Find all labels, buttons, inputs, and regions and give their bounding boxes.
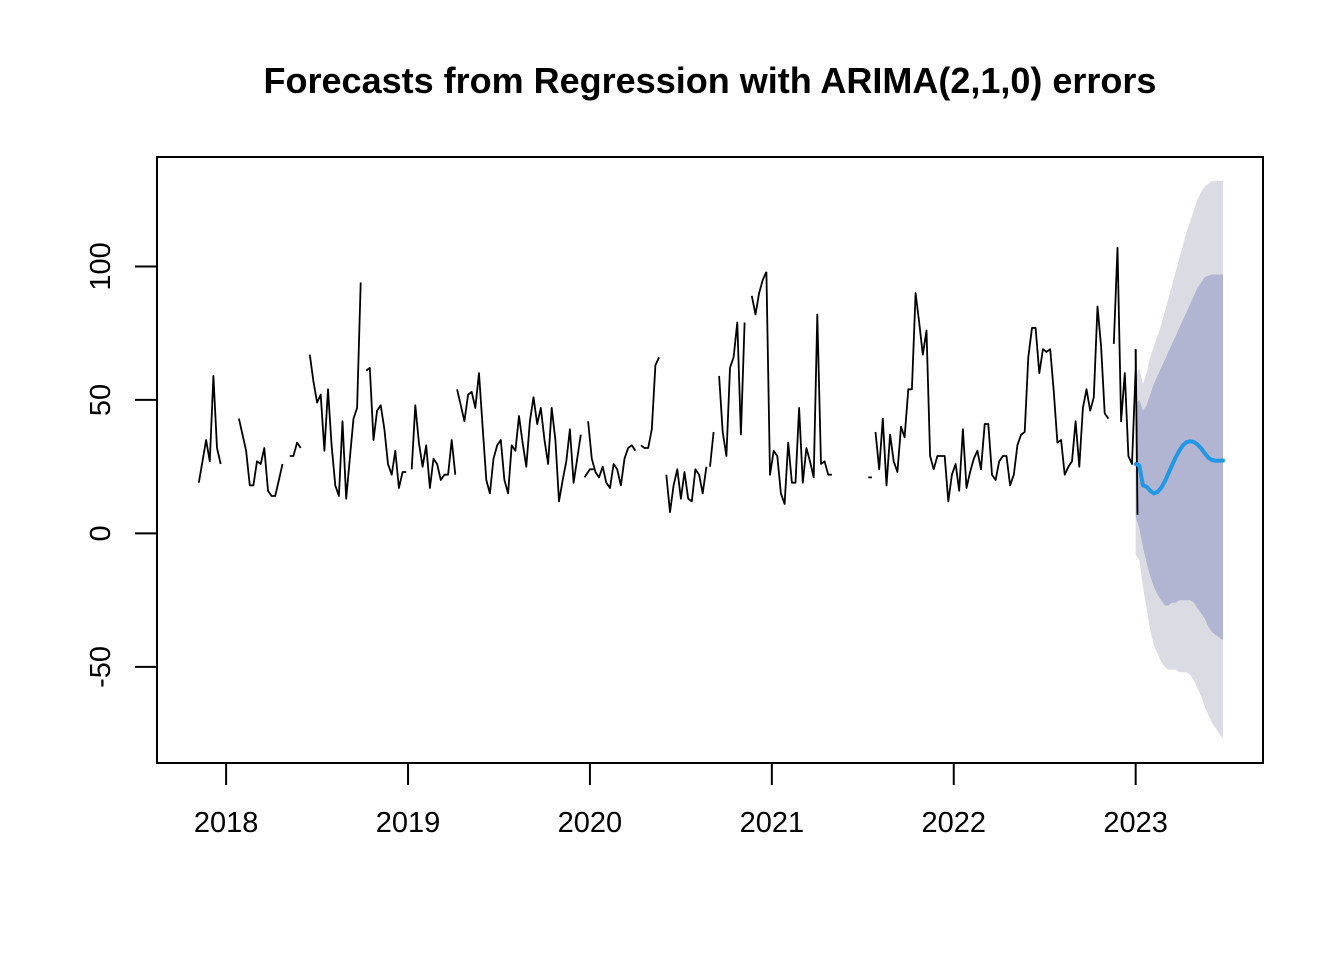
observed-segment — [1112, 246, 1137, 465]
observed-segment — [238, 418, 284, 497]
x-tick-label: 2022 — [921, 807, 986, 839]
x-tick-label: 2019 — [376, 807, 441, 839]
observed-segment — [750, 271, 768, 316]
observed-segment — [289, 441, 302, 457]
x-axis: 2018 2019 2020 2021 2022 2023 — [194, 762, 1168, 839]
x-tick-label: 2021 — [740, 807, 805, 839]
forecast-line — [1133, 439, 1225, 496]
observed-segment — [640, 356, 660, 449]
y-tick-label: 50 — [85, 384, 117, 416]
y-tick-label: -50 — [85, 646, 117, 688]
y-tick-label: 100 — [85, 242, 117, 290]
interval-band-80 — [1135, 274, 1223, 641]
chart-title: Forecasts from Regression with ARIMA(2,1… — [264, 60, 1157, 101]
observed-segment — [456, 372, 582, 503]
observed-segment — [765, 271, 832, 505]
observed-segment — [665, 466, 708, 513]
x-tick-label: 2023 — [1103, 807, 1168, 839]
forecast-series — [1133, 439, 1225, 496]
observed-segment — [365, 367, 407, 489]
observed-segment — [197, 375, 222, 483]
x-tick-label: 2020 — [558, 807, 623, 839]
prediction-intervals — [1135, 181, 1223, 739]
observed-segment — [587, 421, 637, 489]
observed-segment — [308, 282, 362, 500]
observed-segment — [1100, 346, 1110, 420]
observed-segment — [1134, 349, 1139, 515]
observed-segment — [410, 404, 457, 489]
y-axis: -50 0 50 100 — [85, 242, 158, 688]
observed-series — [197, 246, 1139, 515]
observed-segment — [874, 292, 1102, 503]
observed-segment — [709, 431, 715, 467]
observed-segment — [718, 321, 746, 457]
y-tick-label: 0 — [85, 525, 117, 541]
observed-segment — [583, 468, 594, 478]
x-tick-label: 2018 — [194, 807, 259, 839]
